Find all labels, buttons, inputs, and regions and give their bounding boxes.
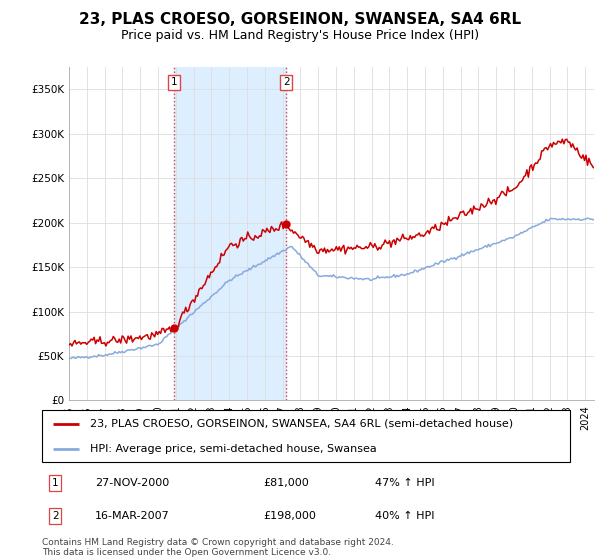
Text: 47% ↑ HPI: 47% ↑ HPI <box>374 478 434 488</box>
Text: 1: 1 <box>52 478 59 488</box>
Text: Contains HM Land Registry data © Crown copyright and database right 2024.
This d: Contains HM Land Registry data © Crown c… <box>42 538 394 557</box>
Text: 23, PLAS CROESO, GORSEINON, SWANSEA, SA4 6RL (semi-detached house): 23, PLAS CROESO, GORSEINON, SWANSEA, SA4… <box>89 419 512 429</box>
Text: 23, PLAS CROESO, GORSEINON, SWANSEA, SA4 6RL: 23, PLAS CROESO, GORSEINON, SWANSEA, SA4… <box>79 12 521 27</box>
Text: Price paid vs. HM Land Registry's House Price Index (HPI): Price paid vs. HM Land Registry's House … <box>121 29 479 42</box>
Text: 2: 2 <box>283 77 289 87</box>
Bar <box>174 67 286 400</box>
Text: £198,000: £198,000 <box>264 511 317 521</box>
Text: 1: 1 <box>170 77 178 87</box>
Text: 27-NOV-2000: 27-NOV-2000 <box>95 478 169 488</box>
Text: HPI: Average price, semi-detached house, Swansea: HPI: Average price, semi-detached house,… <box>89 444 376 454</box>
Text: £81,000: £81,000 <box>264 478 310 488</box>
Text: 40% ↑ HPI: 40% ↑ HPI <box>374 511 434 521</box>
Text: 2: 2 <box>52 511 59 521</box>
Text: 16-MAR-2007: 16-MAR-2007 <box>95 511 170 521</box>
